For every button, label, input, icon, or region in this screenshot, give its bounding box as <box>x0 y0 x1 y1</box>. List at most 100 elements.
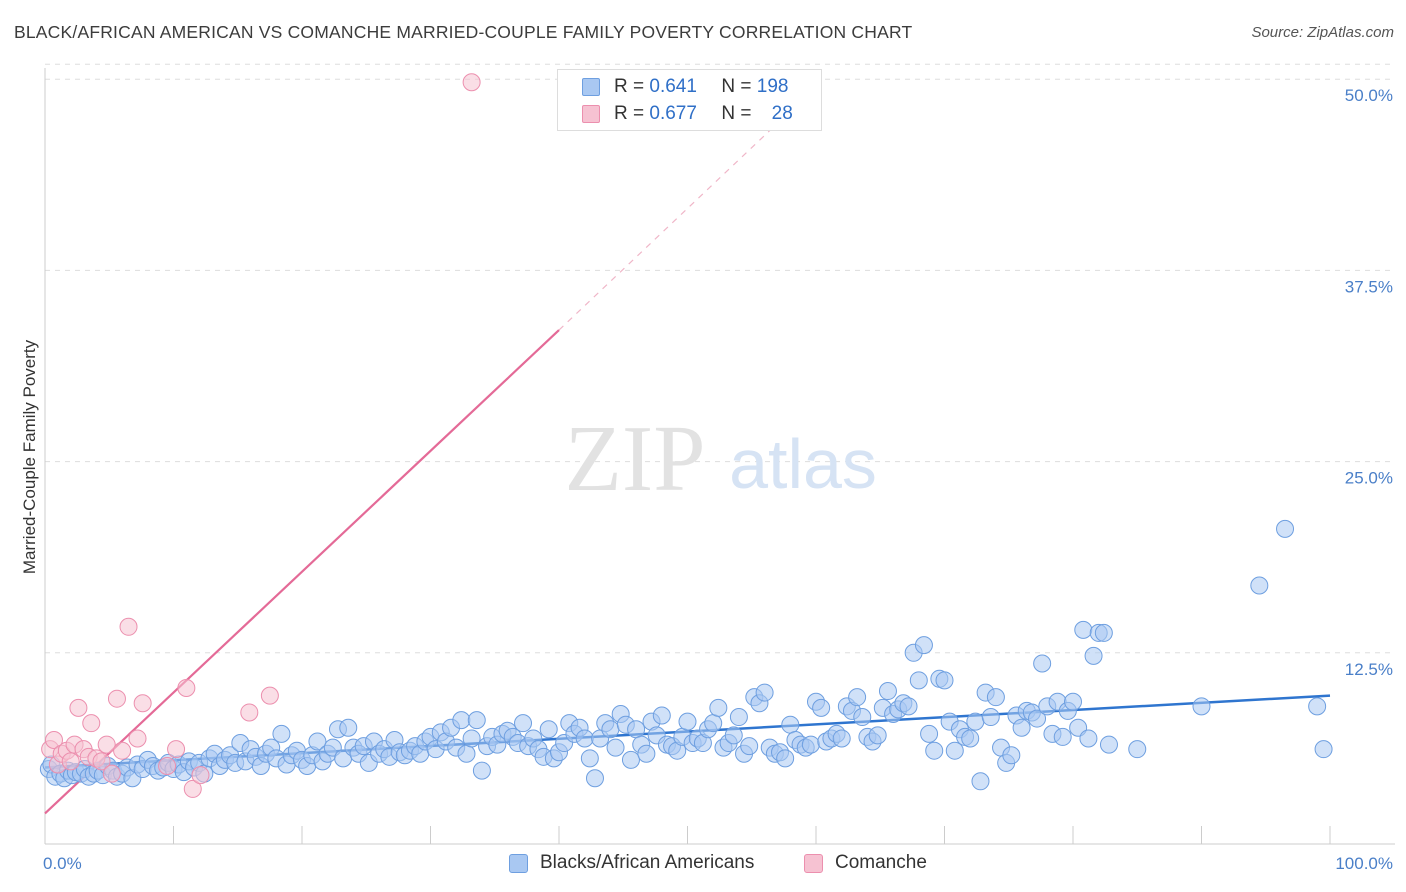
data-point-blacks <box>812 698 831 717</box>
data-point-blacks <box>729 708 748 727</box>
data-point-blacks <box>339 718 358 737</box>
data-point-blacks <box>966 712 985 731</box>
data-point-blacks <box>1276 519 1295 538</box>
data-point-comanche <box>167 740 186 759</box>
watermark-atlas: atlas <box>729 425 877 503</box>
y-tick-label: 25.0% <box>1345 469 1393 488</box>
data-point-blacks <box>986 688 1005 707</box>
legend-row-blacks: R = 0.641 N = 198 <box>582 75 788 99</box>
data-point-blacks <box>452 711 471 730</box>
y-tick-label: 12.5% <box>1345 660 1393 679</box>
data-point-comanche <box>82 714 101 733</box>
data-point-blacks <box>1079 729 1098 748</box>
r-value: 0.677 <box>649 103 697 124</box>
n-value: 28 <box>771 103 793 124</box>
data-point-blacks <box>457 744 476 763</box>
correlation-legend: R = 0.641 N = 198 R = 0.677 N = 28 <box>557 69 822 131</box>
data-point-comanche <box>158 756 177 775</box>
data-point-blacks <box>909 671 928 690</box>
data-point-blacks <box>627 720 646 739</box>
data-point-blacks <box>709 698 728 717</box>
legend-row-comanche: R = 0.677 N = 28 <box>582 102 793 126</box>
data-point-blacks <box>801 735 820 754</box>
data-point-blacks <box>621 750 640 769</box>
watermark-zip: ZIP <box>565 407 706 511</box>
data-point-blacks <box>945 741 964 760</box>
x-tick-label: 100.0% <box>1335 854 1393 873</box>
data-point-comanche <box>133 694 152 713</box>
data-point-blacks <box>1128 740 1147 759</box>
data-point-blacks <box>925 741 944 760</box>
data-point-comanche <box>240 703 259 722</box>
x-tick-labels: 0.0% 100.0% <box>43 854 1393 873</box>
data-point-blacks <box>971 772 990 791</box>
legend-swatch-pink <box>582 105 600 123</box>
data-point-blacks <box>514 714 533 733</box>
data-point-blacks <box>467 711 486 730</box>
chart-title: BLACK/AFRICAN AMERICAN VS COMANCHE MARRI… <box>14 22 913 42</box>
data-point-comanche <box>92 752 111 771</box>
axes <box>44 68 1395 845</box>
data-point-blacks <box>472 761 491 780</box>
data-point-blacks <box>652 706 671 725</box>
r-label: R = <box>614 103 645 124</box>
n-label: N = <box>721 103 752 124</box>
data-point-blacks <box>832 729 851 748</box>
source-label: Source: ZipAtlas.com <box>1251 24 1394 41</box>
data-point-comanche <box>113 741 132 760</box>
data-point-blacks <box>1002 746 1021 765</box>
data-point-blacks <box>678 712 697 731</box>
data-point-blacks <box>853 708 872 727</box>
y-tick-label: 50.0% <box>1345 86 1393 105</box>
data-point-comanche <box>462 73 481 92</box>
data-point-blacks <box>1053 727 1072 746</box>
legend-swatch-blue <box>582 78 600 96</box>
data-point-blacks <box>704 714 723 733</box>
data-point-blacks <box>585 769 604 788</box>
data-point-blacks <box>462 729 481 748</box>
data-point-comanche <box>183 779 202 798</box>
series-comanche <box>41 73 481 798</box>
data-point-comanche <box>44 730 63 749</box>
data-point-blacks <box>1094 623 1113 642</box>
data-point-blacks <box>1064 692 1082 711</box>
n-label: N = <box>721 76 752 97</box>
data-point-blacks <box>1250 576 1269 595</box>
data-point-comanche <box>177 678 196 697</box>
watermark: ZIP atlas <box>565 407 877 511</box>
y-tick-label: 37.5% <box>1345 277 1393 296</box>
data-point-blacks <box>308 732 327 751</box>
legend-swatch-pink <box>804 853 823 873</box>
data-point-blacks <box>606 738 625 757</box>
data-point-blacks <box>1314 740 1333 759</box>
series-blacks-african-americans <box>39 519 1333 791</box>
data-point-blacks <box>1074 620 1093 639</box>
data-point-blacks <box>920 724 939 743</box>
data-point-comanche <box>107 689 126 708</box>
data-point-blacks <box>1084 646 1103 665</box>
data-point-blacks <box>981 708 1000 727</box>
data-point-comanche <box>260 686 279 705</box>
data-point-blacks <box>935 671 954 690</box>
data-point-blacks <box>868 726 887 745</box>
data-point-blacks <box>1192 697 1211 716</box>
data-point-comanche <box>102 764 121 783</box>
data-point-blacks <box>575 729 594 748</box>
data-point-blacks <box>272 724 291 743</box>
data-point-blacks <box>781 715 800 734</box>
legend-item-comanche: Comanche <box>804 852 927 874</box>
legend-item-blacks: Blacks/African Americans <box>509 852 754 874</box>
x-tick-label: 0.0% <box>43 854 82 873</box>
n-value: 198 <box>756 76 789 97</box>
data-point-comanche <box>97 735 116 754</box>
data-point-comanche <box>119 617 138 636</box>
series-legend: Blacks/African Americans Comanche <box>0 852 1406 878</box>
data-point-blacks <box>601 720 620 739</box>
data-point-blacks <box>878 682 897 701</box>
data-point-blacks <box>740 737 759 756</box>
legend-label: Comanche <box>835 852 927 873</box>
r-value: 0.641 <box>649 76 697 97</box>
data-point-comanche <box>191 766 210 785</box>
data-point-blacks <box>724 726 743 745</box>
